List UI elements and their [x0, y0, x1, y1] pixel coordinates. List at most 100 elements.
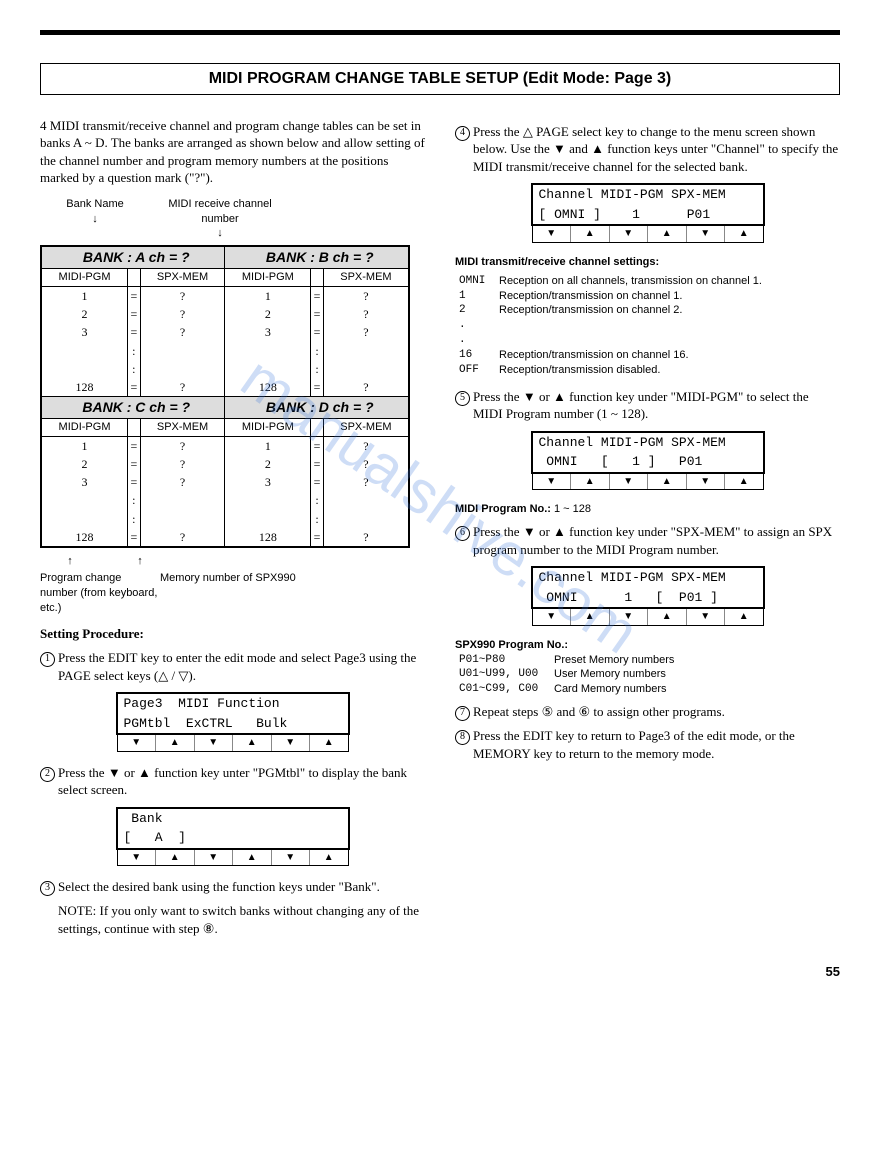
key-up-icon: ▲	[156, 850, 195, 866]
bank-a-header: BANK : A ch = ?	[41, 246, 225, 268]
cell: =	[311, 473, 324, 491]
key-up-icon: ▲	[571, 474, 610, 490]
step-2-text: Press the ▼ or ▲ function key unter "PGM…	[58, 764, 425, 799]
setting-desc: Reception on all channels, transmission …	[499, 274, 762, 289]
lcd-line: Page3 MIDI Function	[118, 694, 348, 714]
cell: 2	[41, 305, 128, 323]
midi-program-no: MIDI Program No.: 1 ~ 128	[455, 502, 840, 517]
cell	[41, 360, 128, 378]
page-number: 55	[40, 963, 840, 981]
cell: :	[311, 491, 324, 509]
key-down-icon: ▼	[687, 226, 726, 242]
col-header: SPX-MEM	[323, 269, 409, 287]
col-header: MIDI-PGM	[225, 269, 311, 287]
key-down-icon: ▼	[610, 474, 649, 490]
lcd-line: OMNI [ 1 ] P01	[533, 452, 763, 472]
key-down-icon: ▼	[610, 226, 649, 242]
function-key-strip: ▼ ▲ ▼ ▲ ▼ ▲	[532, 474, 764, 491]
cell: ?	[323, 528, 409, 547]
step-7-text: Repeat steps ⑤ and ⑥ to assign other pro…	[473, 703, 840, 721]
cell: 3	[41, 323, 128, 341]
cell: ?	[323, 436, 409, 455]
key-down-icon: ▼	[118, 735, 157, 751]
cell: ?	[323, 287, 409, 306]
step-4: 4 Press the △ PAGE select key to change …	[455, 123, 840, 176]
setting-key: 16	[459, 348, 499, 363]
setting-desc: Reception/transmission disabled.	[499, 363, 660, 378]
key-up-icon: ▲	[310, 735, 348, 751]
label-pc-number: Program change number (from keyboard, et…	[40, 571, 160, 616]
cell: =	[128, 305, 141, 323]
step-8-text: Press the EDIT key to return to Page3 of…	[473, 727, 840, 762]
lcd-display-5: Channel MIDI-PGM SPX-MEM OMNI [ 1 ] P01	[531, 431, 765, 474]
channel-settings-list: OMNIReception on all channels, transmiss…	[459, 274, 840, 378]
bank-table: BANK : A ch = ? BANK : B ch = ? MIDI-PGM…	[40, 245, 410, 548]
cell: :	[128, 342, 141, 360]
cell: ?	[140, 455, 225, 473]
cell: :	[311, 360, 324, 378]
cell	[225, 360, 311, 378]
cell: :	[128, 491, 141, 509]
cell: =	[311, 323, 324, 341]
setting-desc: Reception/transmission on channel 1.	[499, 289, 682, 304]
step-number-icon: 2	[40, 767, 55, 782]
cell	[323, 342, 409, 360]
function-key-strip: ▼ ▲ ▼ ▲ ▼ ▲	[117, 850, 349, 867]
cell	[140, 342, 225, 360]
lcd-line: Bank	[118, 809, 348, 829]
cell	[323, 510, 409, 528]
cell: :	[128, 360, 141, 378]
cell: ?	[140, 436, 225, 455]
label-bank-name: Bank Name↓	[40, 197, 150, 242]
lcd-display-4: Channel MIDI-PGM SPX-MEM [ OMNI ] 1 P01	[531, 183, 765, 226]
step-7: 7 Repeat steps ⑤ and ⑥ to assign other p…	[455, 703, 840, 721]
step-number-icon: 7	[455, 706, 470, 721]
cell: ?	[323, 323, 409, 341]
lcd-line: Channel MIDI-PGM SPX-MEM	[533, 568, 763, 588]
lcd-display-1: Page3 MIDI Function PGMtbl ExCTRL Bulk	[116, 692, 350, 735]
key-down-icon: ▼	[272, 735, 311, 751]
key-down-icon: ▼	[687, 609, 726, 625]
cell	[41, 342, 128, 360]
cell: 2	[225, 305, 311, 323]
cell: 1	[225, 287, 311, 306]
pgm-desc: User Memory numbers	[554, 667, 666, 682]
cell: 128	[225, 528, 311, 547]
key-down-icon: ▼	[533, 226, 572, 242]
label-midi-rx: MIDI receive channel number↓	[150, 197, 290, 242]
cell: ?	[140, 305, 225, 323]
setting-key: OMNI	[459, 274, 499, 289]
setting-desc: Reception/transmission on channel 2.	[499, 303, 682, 318]
key-up-icon: ▲	[310, 850, 348, 866]
step-3-text: Select the desired bank using the functi…	[58, 878, 425, 896]
step-number-icon: 3	[40, 881, 55, 896]
lcd-line: OMNI 1 [ P01 ]	[533, 588, 763, 608]
cell: 1	[41, 436, 128, 455]
cell: =	[128, 323, 141, 341]
cell: 3	[41, 473, 128, 491]
pgm-key: C01~C99, C00	[459, 682, 554, 697]
right-column: 4 Press the △ PAGE select key to change …	[455, 117, 840, 948]
col-header: SPX-MEM	[323, 419, 409, 437]
step-6: 6 Press the ▼ or ▲ function key under "S…	[455, 523, 840, 558]
setting-key: 1	[459, 289, 499, 304]
key-up-icon: ▲	[725, 474, 763, 490]
lcd-line: [ A ]	[118, 828, 348, 848]
left-column: 4 MIDI transmit/receive channel and prog…	[40, 117, 425, 948]
pgm-key: U01~U99, U00	[459, 667, 554, 682]
setting-procedure-header: Setting Procedure:	[40, 625, 425, 643]
top-arrow-labels: Bank Name↓ MIDI receive channel number↓	[40, 197, 425, 242]
cell: ?	[140, 323, 225, 341]
spx-program-list: P01~P80Preset Memory numbers U01~U99, U0…	[459, 653, 840, 698]
pgm-desc: Card Memory numbers	[554, 682, 666, 697]
note-text: NOTE: If you only want to switch banks w…	[58, 902, 425, 937]
step-number-icon: 8	[455, 730, 470, 745]
step-1: 1 Press the EDIT key to enter the edit m…	[40, 649, 425, 684]
cell: :	[128, 510, 141, 528]
bank-b-header: BANK : B ch = ?	[225, 246, 409, 268]
cell: :	[311, 342, 324, 360]
cell	[41, 491, 128, 509]
cell: ?	[323, 473, 409, 491]
key-up-icon: ▲	[571, 226, 610, 242]
setting-key: 2	[459, 303, 499, 318]
